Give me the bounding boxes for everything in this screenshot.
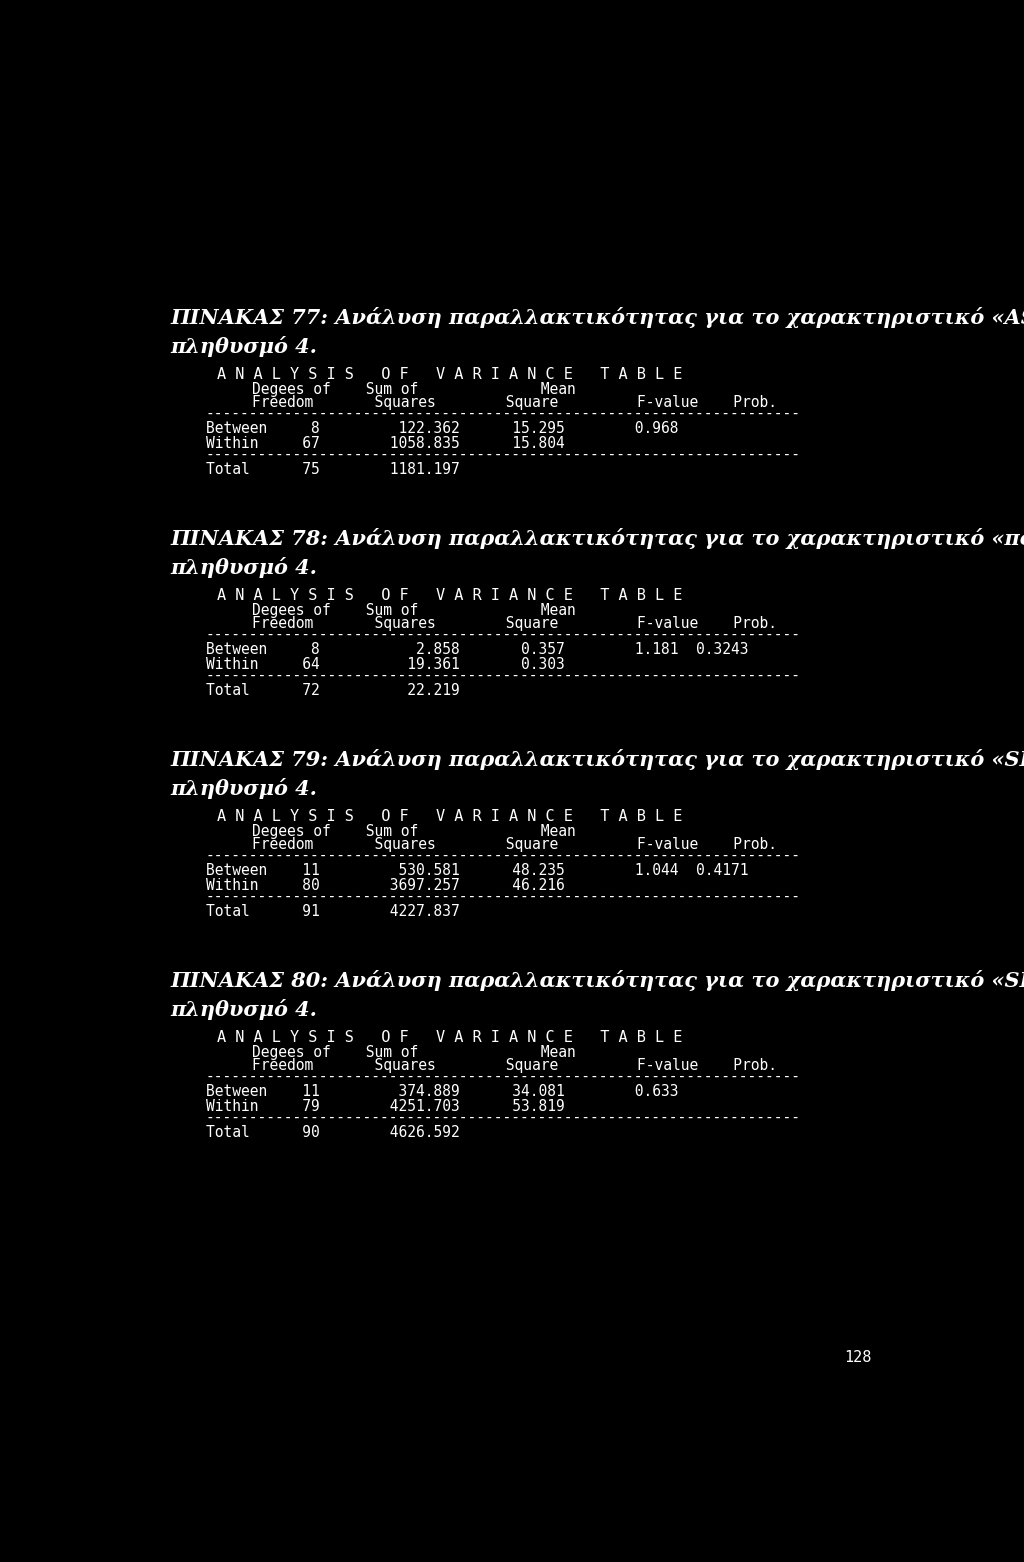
Text: A N A L Y S I S   O F   V A R I A N C E   T A B L E: A N A L Y S I S O F V A R I A N C E T A … <box>217 367 683 381</box>
Text: Within     79        4251.703      53.819: Within 79 4251.703 53.819 <box>206 1100 564 1114</box>
Text: Degees of    Sum of              Mean: Degees of Sum of Mean <box>252 603 575 619</box>
Text: ΠΙΝΑΚΑΣ 77: Ανάλυση παραλλακτικότητας για το χαρακτηριστικό «ASI» στο: ΠΙΝΑΚΑΣ 77: Ανάλυση παραλλακτικότητας γι… <box>171 306 1024 328</box>
Text: A N A L Y S I S   O F   V A R I A N C E   T A B L E: A N A L Y S I S O F V A R I A N C E T A … <box>217 587 683 603</box>
Text: Between     8           2.858       0.357        1.181  0.3243: Between 8 2.858 0.357 1.181 0.3243 <box>206 642 748 656</box>
Text: Freedom       Squares        Square         F-value    Prob.: Freedom Squares Square F-value Prob. <box>252 837 777 851</box>
Text: Within     80        3697.257      46.216: Within 80 3697.257 46.216 <box>206 878 564 893</box>
Text: Degees of    Sum of              Mean: Degees of Sum of Mean <box>252 383 575 397</box>
Text: A N A L Y S I S   O F   V A R I A N C E   T A B L E: A N A L Y S I S O F V A R I A N C E T A … <box>217 1029 683 1045</box>
Text: Freedom       Squares        Square         F-value    Prob.: Freedom Squares Square F-value Prob. <box>252 615 777 631</box>
Text: πληθυσμό 4.: πληθυσμό 4. <box>171 1000 317 1020</box>
Text: ΠΙΝΑΚΑΣ 80: Ανάλυση παραλλακτικότητας για το χαρακτηριστικό «SPAD 2» στο: ΠΙΝΑΚΑΣ 80: Ανάλυση παραλλακτικότητας γι… <box>171 970 1024 990</box>
Text: Total      91        4227.837: Total 91 4227.837 <box>206 904 459 920</box>
Text: ΠΙΝΑΚΑΣ 79: Ανάλυση παραλλακτικότητας για το χαρακτηριστικό «SPAD 1» στο: ΠΙΝΑΚΑΣ 79: Ανάλυση παραλλακτικότητας γι… <box>171 748 1024 770</box>
Text: Freedom       Squares        Square         F-value    Prob.: Freedom Squares Square F-value Prob. <box>252 1057 777 1073</box>
Text: 128: 128 <box>845 1350 872 1365</box>
Text: --------------------------------------------------------------------: ----------------------------------------… <box>206 847 801 862</box>
Text: --------------------------------------------------------------------: ----------------------------------------… <box>206 626 801 642</box>
Text: Within     64          19.361       0.303: Within 64 19.361 0.303 <box>206 658 564 672</box>
Text: ΠΙΝΑΚΑΣ 78: Ανάλυση παραλλακτικότητας για το χαρακτηριστικό «πολυδημία» στο: ΠΙΝΑΚΑΣ 78: Ανάλυση παραλλακτικότητας γι… <box>171 528 1024 548</box>
Text: Total      90        4626.592: Total 90 4626.592 <box>206 1125 459 1140</box>
Text: πληθυσμό 4.: πληθυσμό 4. <box>171 558 317 578</box>
Text: πληθυσμό 4.: πληθυσμό 4. <box>171 336 317 358</box>
Text: Degees of    Sum of              Mean: Degees of Sum of Mean <box>252 825 575 839</box>
Text: --------------------------------------------------------------------: ----------------------------------------… <box>206 1068 801 1084</box>
Text: Total      75        1181.197: Total 75 1181.197 <box>206 462 459 478</box>
Text: --------------------------------------------------------------------: ----------------------------------------… <box>206 406 801 420</box>
Text: A N A L Y S I S   O F   V A R I A N C E   T A B L E: A N A L Y S I S O F V A R I A N C E T A … <box>217 809 683 823</box>
Text: --------------------------------------------------------------------: ----------------------------------------… <box>206 447 801 462</box>
Text: --------------------------------------------------------------------: ----------------------------------------… <box>206 669 801 683</box>
Text: Degees of    Sum of              Mean: Degees of Sum of Mean <box>252 1045 575 1061</box>
Text: Freedom       Squares        Square         F-value    Prob.: Freedom Squares Square F-value Prob. <box>252 395 777 409</box>
Text: --------------------------------------------------------------------: ----------------------------------------… <box>206 889 801 904</box>
Text: Between    11         530.581      48.235        1.044  0.4171: Between 11 530.581 48.235 1.044 0.4171 <box>206 862 748 878</box>
Text: --------------------------------------------------------------------: ----------------------------------------… <box>206 1111 801 1125</box>
Text: Within     67        1058.835      15.804: Within 67 1058.835 15.804 <box>206 436 564 451</box>
Text: Between     8         122.362      15.295        0.968: Between 8 122.362 15.295 0.968 <box>206 420 695 436</box>
Text: Between    11         374.889      34.081        0.633: Between 11 374.889 34.081 0.633 <box>206 1084 695 1098</box>
Text: πληθυσμό 4.: πληθυσμό 4. <box>171 778 317 800</box>
Text: Total      72          22.219: Total 72 22.219 <box>206 683 459 698</box>
